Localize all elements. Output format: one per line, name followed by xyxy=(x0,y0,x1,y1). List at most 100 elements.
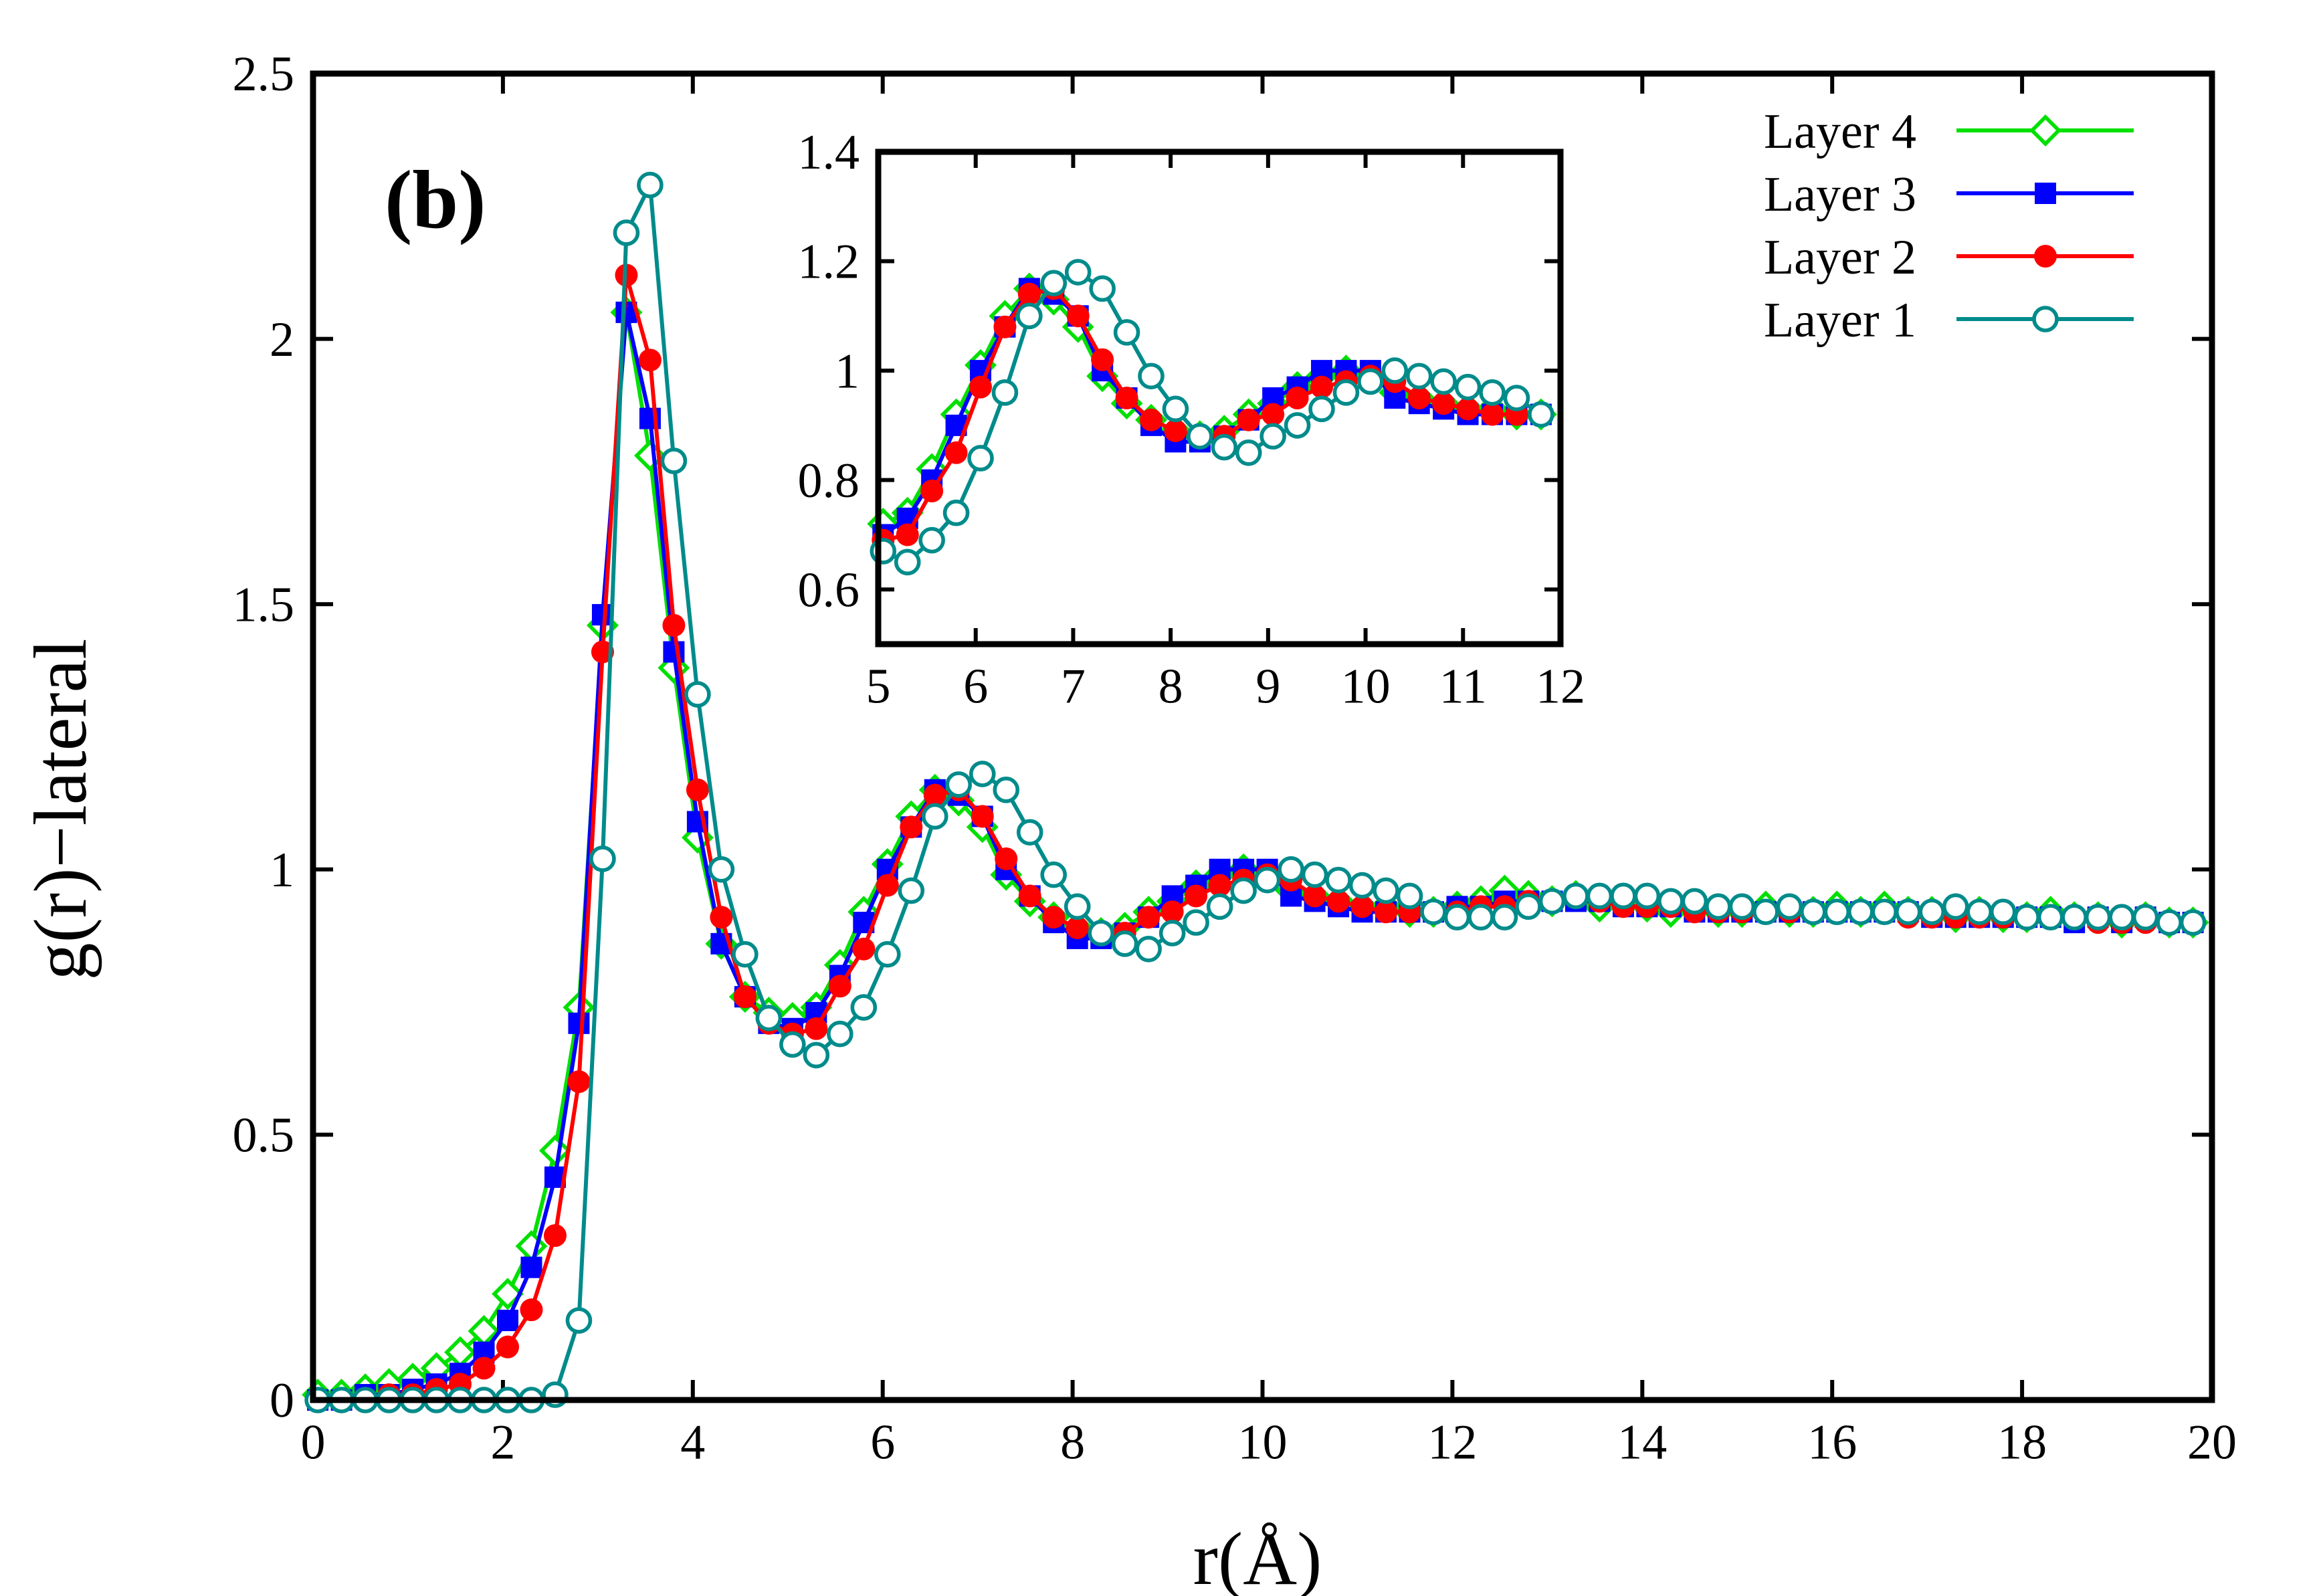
inset-x-tick-label: 9 xyxy=(1255,659,1280,714)
main-data-point xyxy=(1373,877,1399,904)
x-axis-title: r(Å) xyxy=(1193,1518,1322,1596)
inset-data-point xyxy=(1479,379,1506,406)
main-data-point xyxy=(993,777,1020,803)
main-y-tick-label: 1 xyxy=(270,843,294,898)
main-data-point xyxy=(637,171,664,199)
main-data-point xyxy=(1230,877,1257,904)
main-data-point xyxy=(1375,900,1398,924)
main-data-point xyxy=(1894,898,1922,926)
main-data-point xyxy=(1610,882,1637,910)
main-data-point xyxy=(921,803,948,830)
main-x-tick-label: 0 xyxy=(301,1415,326,1470)
main-data-point xyxy=(1871,898,1898,926)
inset-data-point xyxy=(1140,408,1163,431)
main-data-point xyxy=(1657,888,1684,915)
main-data-point xyxy=(1752,898,1779,926)
inset-data-point xyxy=(1407,387,1431,409)
main-data-point xyxy=(1301,861,1328,888)
main-data-point xyxy=(567,1070,591,1094)
inset-data-point xyxy=(870,538,897,565)
panel-label: (b) xyxy=(385,154,486,245)
inset-data-point xyxy=(1235,439,1262,466)
main-y-tick-label: 2 xyxy=(270,312,294,367)
main-data-point xyxy=(1016,819,1043,846)
main-data-point xyxy=(2013,904,2040,930)
main-data-point xyxy=(1064,893,1091,920)
main-data-point xyxy=(662,613,686,637)
main-data-point xyxy=(1491,904,1518,930)
inset-data-point xyxy=(1528,401,1554,428)
inset-data-point xyxy=(1430,368,1457,395)
legend-label: Layer 2 xyxy=(1764,230,1916,285)
main-data-point xyxy=(663,641,685,663)
main-data-point xyxy=(1633,882,1661,910)
main-data-point xyxy=(710,906,733,929)
main-data-point xyxy=(1538,888,1566,915)
main-data-point xyxy=(852,937,876,961)
main-data-point xyxy=(1208,874,1231,897)
inset-data-point xyxy=(1432,392,1455,415)
main-data-point xyxy=(539,1134,571,1167)
main-data-point xyxy=(496,1310,518,1332)
main-y-tick-label: 1.5 xyxy=(233,577,295,632)
main-data-point xyxy=(2084,904,2112,930)
inset-data-point xyxy=(1162,395,1189,423)
main-data-point xyxy=(1847,898,1874,926)
inset-data-point xyxy=(1259,423,1286,450)
legend-label: Layer 3 xyxy=(1764,167,1916,222)
inset-x-tick-label: 11 xyxy=(1439,659,1487,714)
inset-x-tick-label: 12 xyxy=(1536,659,1585,714)
main-y-tick-label: 0.5 xyxy=(233,1108,295,1163)
inset-data-point xyxy=(1164,419,1187,443)
main-data-point xyxy=(1185,884,1208,908)
main-data-point xyxy=(1705,893,1732,920)
main-x-tick-label: 20 xyxy=(2187,1415,2237,1470)
main-data-point xyxy=(1562,882,1589,910)
main-data-point xyxy=(1776,893,1803,920)
main-data-point xyxy=(1327,890,1350,913)
inset-data-point xyxy=(1016,302,1043,330)
main-data-point xyxy=(543,1224,567,1248)
inset-x-tick-label: 10 xyxy=(1341,659,1391,714)
main-x-tick-label: 2 xyxy=(490,1415,515,1470)
legend-marker xyxy=(2035,183,2056,204)
main-data-point xyxy=(850,994,878,1021)
inset-data-point xyxy=(1405,363,1433,390)
y-axis-title: g(r)−lateral xyxy=(19,639,102,981)
main-x-tick-label: 4 xyxy=(680,1415,705,1470)
main-data-point xyxy=(2061,904,2088,930)
main-data-point xyxy=(1468,904,1494,930)
main-data-point xyxy=(1918,898,1946,926)
inset-data-point xyxy=(1089,275,1116,302)
main-data-point xyxy=(660,447,688,474)
main-data-point xyxy=(1325,866,1352,894)
inset-data-point xyxy=(1284,412,1311,439)
main-x-tick-label: 12 xyxy=(1427,1415,1477,1470)
main-data-point xyxy=(1066,916,1089,940)
main-data-point xyxy=(1161,900,1184,924)
inset-data-point xyxy=(1187,423,1213,450)
inset-data-point xyxy=(894,548,921,576)
inset-data-point xyxy=(1456,397,1480,421)
main-data-point xyxy=(898,877,925,904)
inset-data-point xyxy=(1262,403,1285,426)
inset-data-point xyxy=(1115,387,1138,409)
inset-plot-area xyxy=(867,259,1557,576)
main-data-point xyxy=(1728,893,1756,920)
inset-data-point xyxy=(991,379,1019,406)
main-y-tick-label: 0 xyxy=(270,1373,294,1428)
inset-data-point xyxy=(1237,408,1260,431)
main-data-point xyxy=(1183,909,1209,936)
main-data-point xyxy=(520,1256,542,1278)
main-x-tick-label: 16 xyxy=(1807,1415,1857,1470)
main-plot-area xyxy=(302,171,2209,1413)
main-data-point xyxy=(971,805,994,828)
main-data-point xyxy=(1018,884,1041,908)
inset-data-point xyxy=(1113,319,1140,346)
inset-data-point xyxy=(1040,270,1068,297)
main-data-point xyxy=(1348,872,1376,899)
legend-label: Layer 1 xyxy=(1764,293,1916,348)
main-data-point xyxy=(613,219,640,246)
